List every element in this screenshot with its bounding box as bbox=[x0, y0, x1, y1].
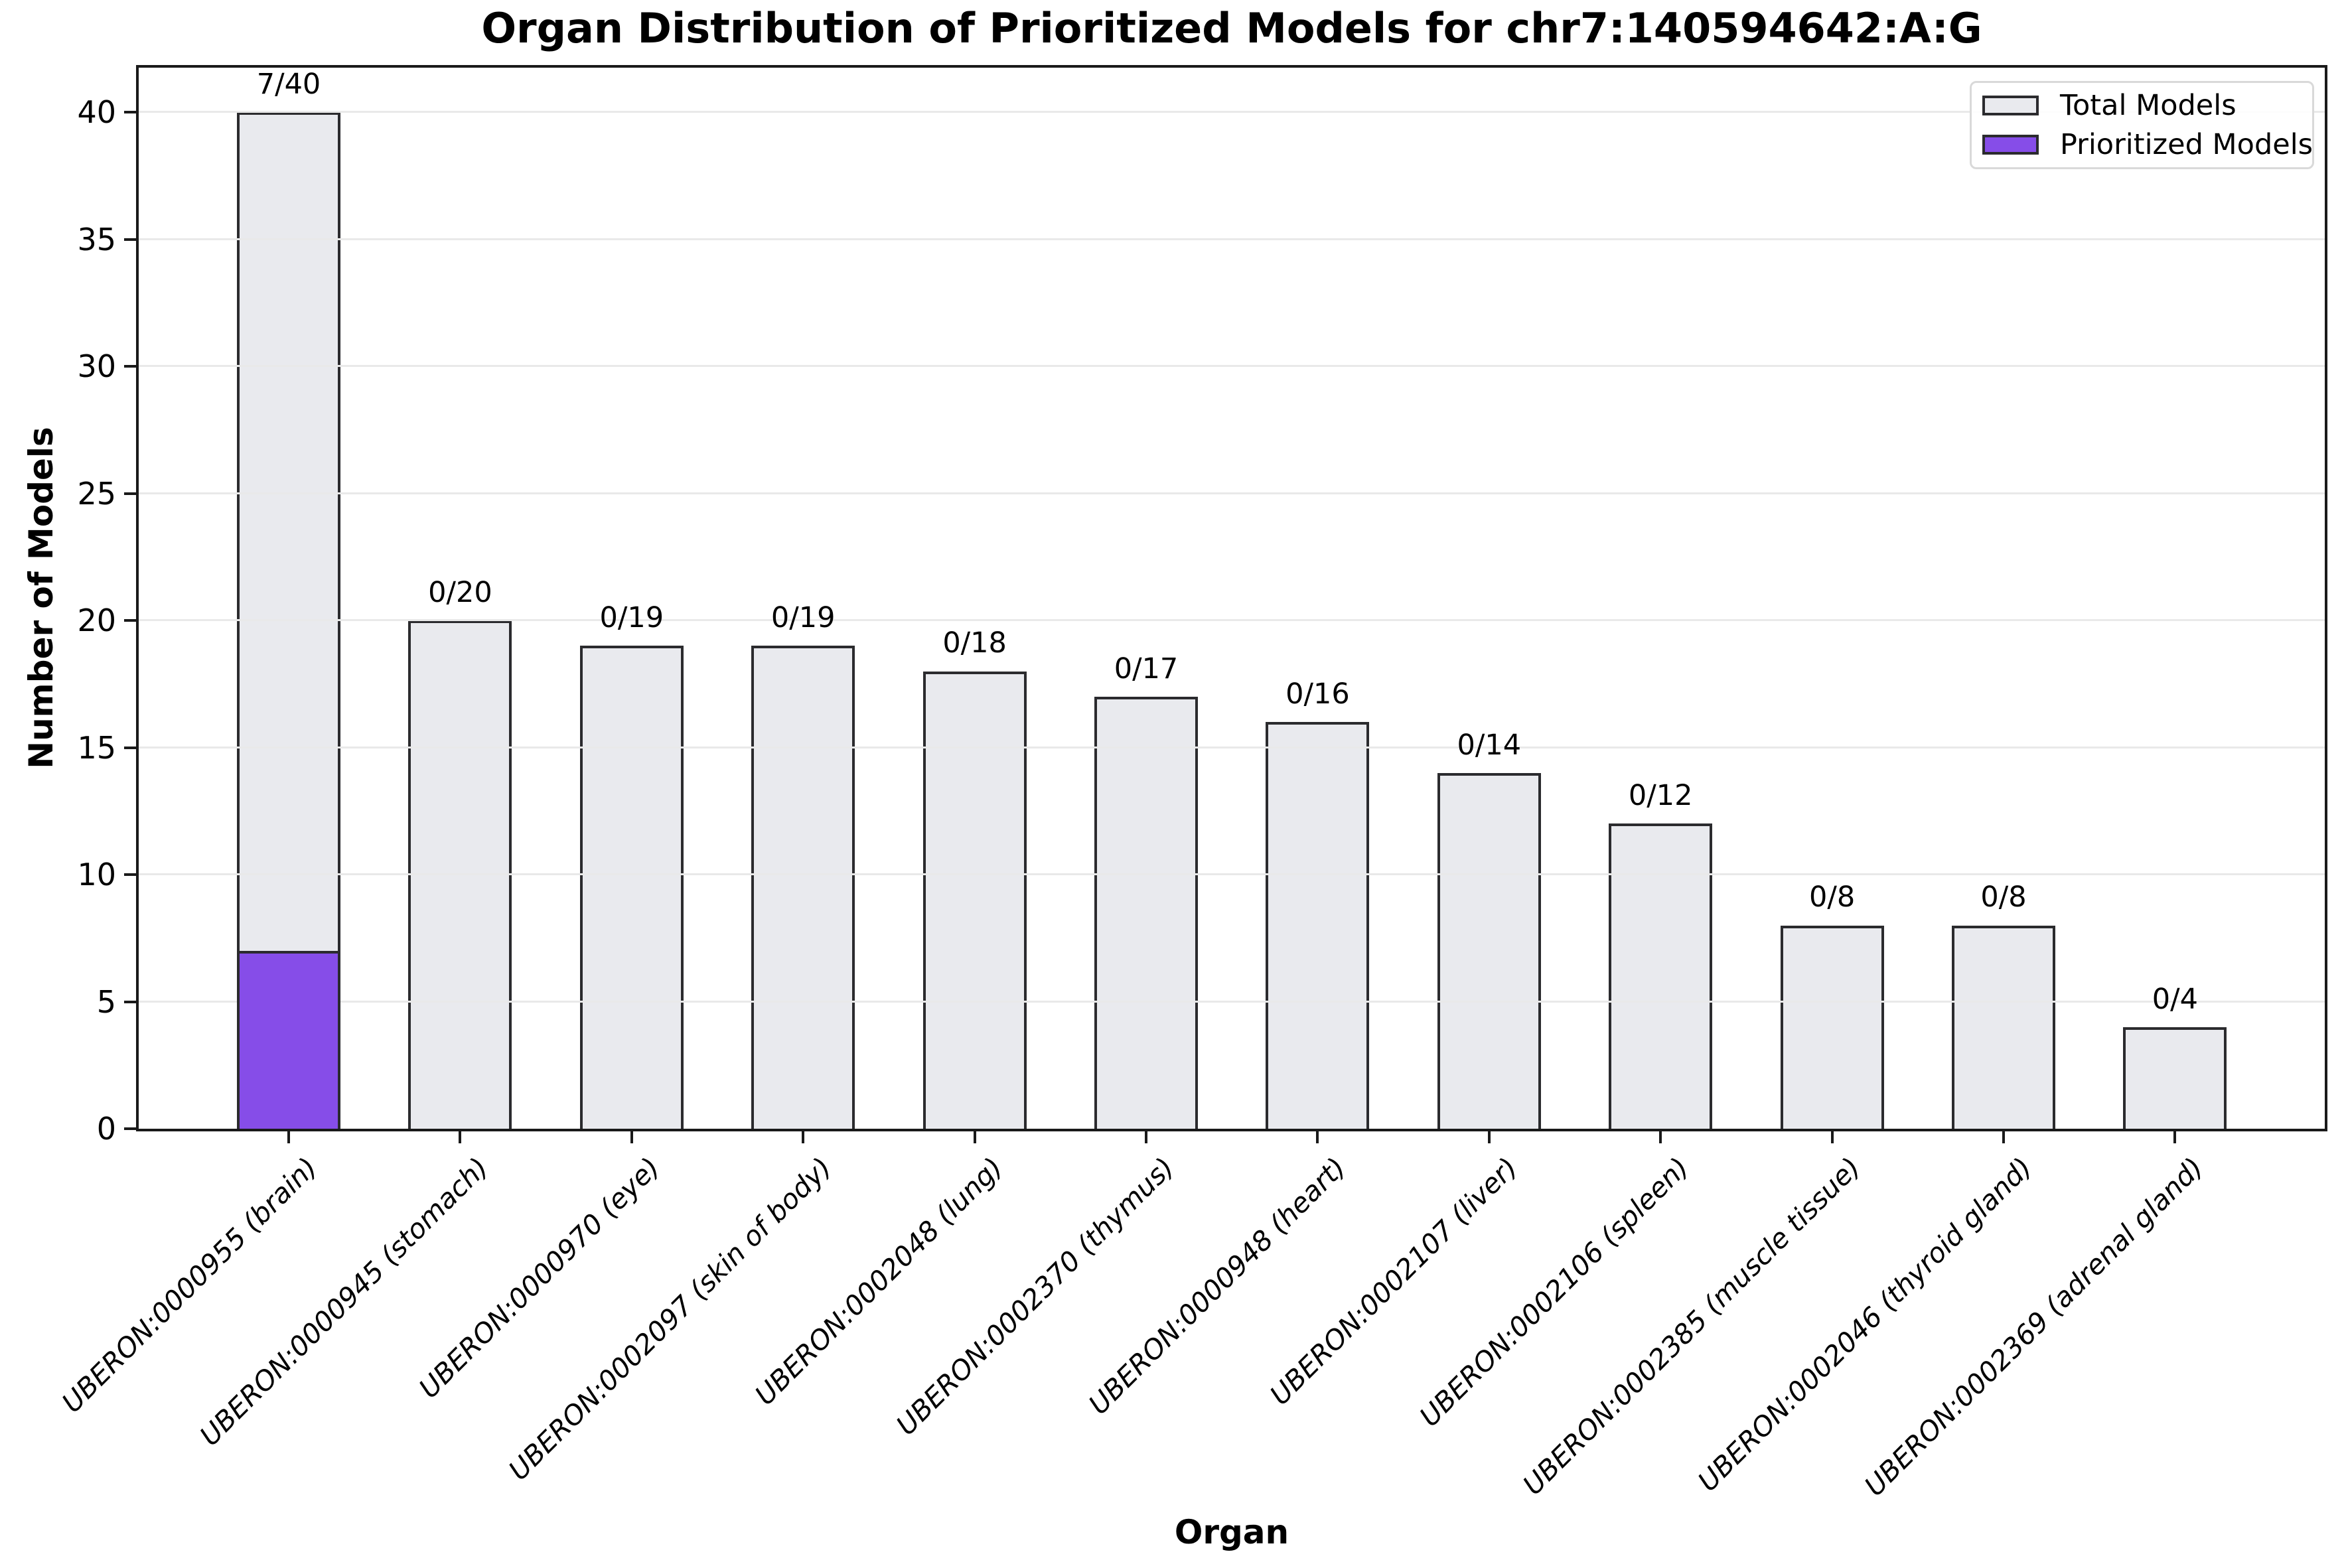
x-tick-label: UBERON:0002097 (skin of body) bbox=[502, 1151, 838, 1487]
legend-swatch-total-models bbox=[1982, 96, 2039, 115]
bar-value-label: 0/18 bbox=[942, 626, 1007, 660]
gridline bbox=[139, 111, 2325, 113]
bar-value-label: 0/4 bbox=[2152, 982, 2198, 1016]
gridline bbox=[139, 1000, 2325, 1003]
x-tick-mark bbox=[973, 1131, 976, 1143]
total-bar bbox=[2123, 1027, 2227, 1129]
x-tick-mark bbox=[1145, 1131, 1147, 1143]
gridline bbox=[139, 873, 2325, 875]
y-tick-mark bbox=[124, 492, 136, 495]
y-tick-mark bbox=[124, 1000, 136, 1003]
y-tick-mark bbox=[124, 619, 136, 622]
bar-value-label: 0/14 bbox=[1457, 728, 1522, 762]
gridline bbox=[139, 619, 2325, 621]
plot-area: 7/40 0/20 0/19 0/19 0/18 0/17 0/16 0/14 0/12 0/8 0… bbox=[136, 65, 2327, 1131]
y-tick-label: 5 bbox=[96, 983, 116, 1020]
x-tick-label: UBERON:0002369 (adrenal gland) bbox=[1858, 1151, 2210, 1503]
x-tick-label: UBERON:0000945 (stomach) bbox=[194, 1151, 495, 1453]
legend-label: Prioritized Models bbox=[2060, 128, 2313, 161]
legend-item: Prioritized Models bbox=[1982, 128, 2313, 161]
bar-value-label: 0/8 bbox=[1808, 881, 1856, 914]
legend-item: Total Models bbox=[1982, 89, 2312, 122]
x-tick-label: UBERON:0002370 (thymus) bbox=[890, 1151, 1181, 1442]
gridline bbox=[139, 238, 2325, 240]
legend: Total Models Prioritized Models bbox=[1970, 81, 2314, 169]
bar-value-label: 0/8 bbox=[1980, 881, 2027, 914]
total-bar bbox=[1609, 823, 1713, 1129]
y-tick-mark bbox=[124, 746, 136, 749]
legend-swatch-prioritized-models bbox=[1982, 135, 2039, 155]
total-bar bbox=[1780, 925, 1884, 1129]
bar-value-label: 7/40 bbox=[256, 67, 321, 101]
legend-label: Total Models bbox=[2060, 89, 2236, 122]
x-tick-label: UBERON:0002106 (spleen) bbox=[1413, 1151, 1696, 1433]
total-bar bbox=[922, 671, 1027, 1129]
x-tick-mark bbox=[802, 1131, 805, 1143]
y-tick-label: 40 bbox=[77, 94, 116, 130]
y-tick-mark bbox=[124, 365, 136, 368]
bar-value-label: 0/19 bbox=[599, 601, 664, 635]
x-tick-mark bbox=[2173, 1131, 2177, 1143]
total-bar bbox=[1266, 722, 1370, 1129]
total-bar bbox=[1952, 925, 2055, 1129]
x-tick-mark bbox=[1830, 1131, 1834, 1143]
bar-value-label: 0/19 bbox=[770, 601, 836, 635]
x-tick-mark bbox=[1487, 1131, 1491, 1143]
total-bar bbox=[751, 646, 855, 1129]
gridline bbox=[139, 492, 2325, 494]
y-tick-label: 35 bbox=[77, 221, 116, 257]
bar-value-label: 0/17 bbox=[1114, 652, 1179, 685]
gridline bbox=[139, 365, 2325, 367]
x-tick-mark bbox=[2002, 1131, 2005, 1143]
total-bar bbox=[1094, 696, 1198, 1129]
y-tick-label: 0 bbox=[96, 1111, 116, 1147]
y-tick-label: 25 bbox=[77, 475, 116, 512]
total-bar bbox=[579, 646, 684, 1129]
y-tick-label: 30 bbox=[77, 348, 116, 384]
x-tick-mark bbox=[459, 1131, 462, 1143]
bar-value-label: 0/20 bbox=[428, 575, 492, 609]
x-tick-mark bbox=[1659, 1131, 1662, 1143]
total-bar bbox=[1437, 772, 1541, 1129]
x-tick-mark bbox=[1316, 1131, 1319, 1143]
bar-value-label: 0/12 bbox=[1628, 779, 1693, 813]
y-tick-mark bbox=[124, 1127, 136, 1130]
y-tick-label: 15 bbox=[77, 729, 116, 766]
bar-value-label: 0/16 bbox=[1285, 677, 1350, 711]
y-tick-mark bbox=[124, 238, 136, 241]
y-tick-label: 10 bbox=[77, 857, 116, 892]
prioritized-bar bbox=[237, 950, 340, 1129]
x-tick-mark bbox=[630, 1131, 633, 1143]
gridline bbox=[139, 746, 2325, 748]
x-tick-mark bbox=[287, 1131, 290, 1143]
x-axis-label: Organ bbox=[1174, 1513, 1289, 1551]
x-tick-label: UBERON:0002385 (muscle tissue) bbox=[1516, 1151, 1867, 1502]
chart-title: Organ Distribution of Prioritized Models… bbox=[481, 4, 1982, 52]
y-tick-mark bbox=[124, 111, 136, 113]
x-tick-label: UBERON:0002046 (thyroid gland) bbox=[1691, 1151, 2038, 1498]
y-tick-label: 20 bbox=[77, 603, 116, 638]
y-tick-mark bbox=[124, 873, 136, 876]
